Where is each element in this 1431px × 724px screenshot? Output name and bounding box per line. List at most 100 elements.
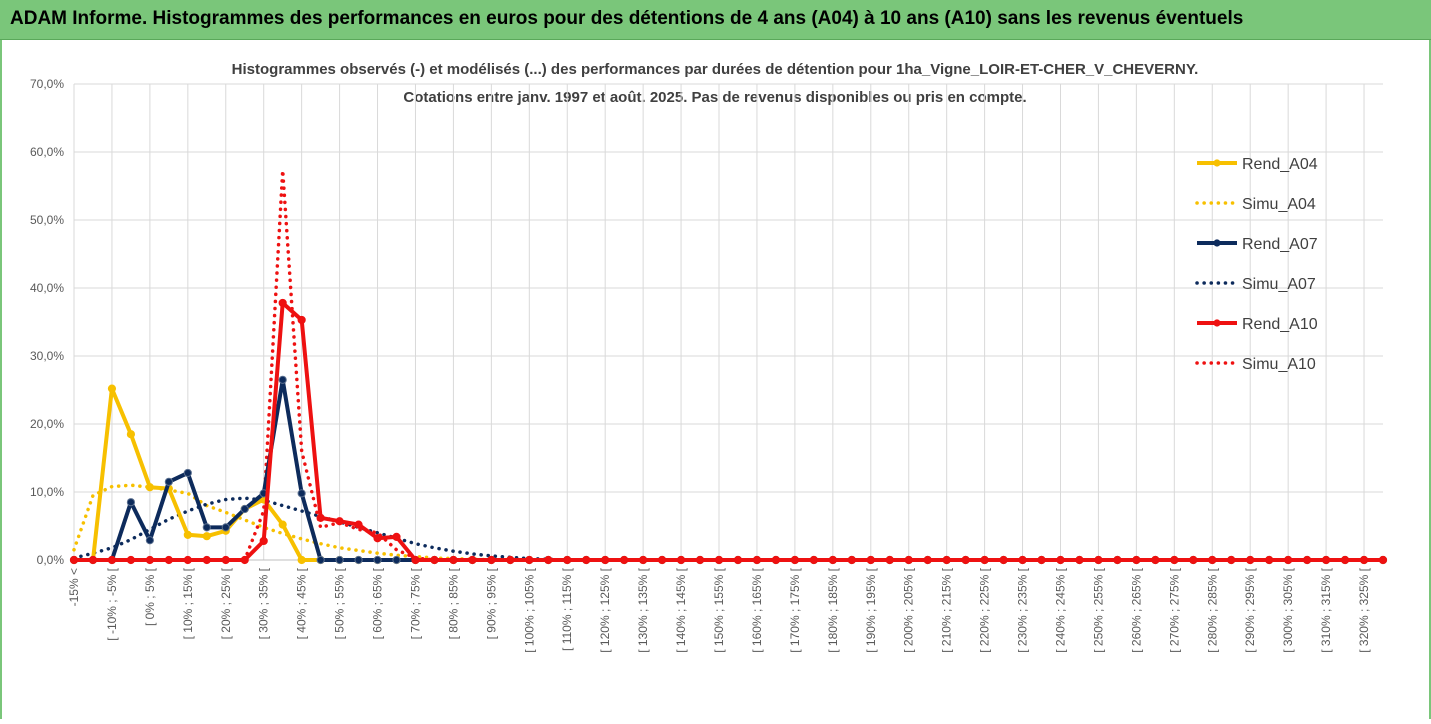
data-point-rend-a10 — [923, 555, 932, 565]
report-title: ADAM Informe. Histogrammes des performan… — [10, 8, 1244, 29]
x-tick-label: [ 150% ; 155% [ — [712, 567, 726, 652]
y-tick-label: 30,0% — [30, 349, 64, 363]
x-tick-label: [ 30% ; 35% [ — [257, 567, 271, 639]
data-point-rend-a07 — [164, 477, 173, 486]
legend-label-simu-a10: Simu_A10 — [1242, 356, 1316, 373]
x-tick-label: [ -10% ; -5% [ — [105, 567, 119, 640]
data-point-rend-a10 — [69, 555, 79, 565]
x-tick-label: [ 130% ; 135% [ — [636, 567, 650, 652]
data-point-rend-a07 — [240, 504, 249, 514]
x-tick-label: [ 190% ; 195% [ — [864, 567, 878, 652]
data-point-rend-a10 — [126, 555, 136, 565]
data-point-rend-a07 — [316, 555, 325, 565]
data-point-rend-a10 — [790, 555, 799, 565]
data-point-rend-a10 — [752, 555, 762, 565]
data-point-rend-a10 — [1189, 555, 1198, 565]
report-banner: ADAM Informe. Histogrammes des performan… — [0, 0, 1431, 40]
data-point-rend-a10 — [1113, 555, 1122, 565]
grid — [73, 83, 1383, 561]
data-point-rend-a10 — [1094, 555, 1103, 565]
data-point-rend-a10 — [1378, 555, 1388, 565]
legend-marker-rend-a10 — [1213, 319, 1221, 327]
data-point-rend-a10 — [695, 555, 705, 565]
x-tick-label: [ 200% ; 205% [ — [902, 567, 916, 652]
data-point-rend-a10 — [88, 555, 98, 565]
data-point-rend-a10 — [1246, 555, 1255, 565]
legend-label-rend-a04: Rend_A04 — [1242, 156, 1318, 173]
legend-marker-rend-a07 — [1213, 239, 1221, 247]
x-tick-label: [ 310% ; 315% [ — [1319, 567, 1333, 652]
data-point-rend-a10 — [620, 555, 629, 565]
x-tick-label: [ 20% ; 25% [ — [219, 567, 233, 639]
x-tick-label: [ 280% ; 285% [ — [1205, 567, 1219, 652]
y-tick-label: 50,0% — [30, 213, 64, 227]
series-line-simu-a10 — [72, 168, 1385, 562]
data-point-rend-a10 — [202, 555, 211, 565]
data-point-rend-a04 — [278, 520, 287, 529]
data-point-rend-a04 — [202, 532, 211, 541]
x-tick-label: [ 10% ; 15% [ — [181, 567, 195, 639]
legend-label-simu-a07: Simu_A07 — [1242, 276, 1316, 293]
data-point-rend-a10 — [1265, 555, 1274, 565]
data-point-rend-a10 — [411, 555, 420, 565]
data-point-rend-a10 — [1284, 555, 1293, 565]
legend-marker-rend-a04 — [1213, 159, 1221, 167]
data-point-rend-a10 — [639, 555, 648, 565]
data-point-rend-a10 — [1340, 555, 1350, 565]
data-point-rend-a10 — [259, 536, 268, 546]
data-point-rend-a04 — [126, 430, 136, 439]
data-point-rend-a10 — [449, 555, 458, 565]
data-point-rend-a07 — [145, 536, 154, 545]
y-tick-label: 0,0% — [37, 553, 65, 567]
legend-label-rend-a07: Rend_A07 — [1242, 236, 1318, 253]
x-tick-label: [ 300% ; 305% [ — [1281, 567, 1295, 652]
x-tick-label: [ 40% ; 45% [ — [295, 567, 309, 639]
y-tick-label: 20,0% — [30, 417, 64, 431]
data-point-rend-a07 — [183, 468, 192, 478]
x-tick-label: [ 250% ; 255% [ — [1091, 567, 1105, 652]
x-tick-label: [ 0% ; 5% [ — [143, 567, 157, 626]
data-point-rend-a10 — [866, 555, 875, 565]
data-point-rend-a10 — [563, 555, 572, 565]
data-point-rend-a10 — [847, 555, 856, 565]
data-point-rend-a10 — [676, 555, 686, 565]
data-point-rend-a10 — [525, 555, 534, 565]
x-tick-label: [ 120% ; 125% [ — [598, 567, 612, 652]
data-point-rend-a10 — [980, 555, 989, 565]
data-point-rend-a10 — [335, 517, 344, 526]
data-point-rend-a10 — [1037, 555, 1046, 565]
legend-label-rend-a10: Rend_A10 — [1242, 316, 1318, 333]
data-point-rend-a07 — [221, 523, 230, 532]
data-point-rend-a04 — [107, 384, 117, 393]
series-line-simu-a04 — [72, 483, 1385, 562]
data-point-rend-a07 — [392, 555, 401, 565]
x-tick-label: [ 220% ; 225% [ — [978, 567, 992, 652]
y-axis: 0,0% 10,0% 20,0% 30,0% 40,0% 50,0% 60,0% 70,0% — [30, 77, 64, 567]
data-point-rend-a10 — [1208, 555, 1217, 565]
data-point-rend-a10 — [107, 555, 117, 565]
x-tick-label: [ 90% ; 95% [ — [484, 567, 498, 639]
data-point-rend-a10 — [1132, 555, 1141, 565]
data-point-rend-a10 — [809, 555, 818, 565]
x-tick-label: [ 260% ; 265% [ — [1129, 567, 1143, 652]
x-tick-label: [ 230% ; 235% [ — [1016, 567, 1030, 652]
data-point-rend-a10 — [1321, 555, 1331, 565]
data-point-rend-a10 — [1075, 555, 1084, 565]
series-layer — [69, 168, 1388, 565]
data-point-rend-a10 — [183, 555, 192, 565]
x-tick-label: -15% < — [67, 568, 81, 606]
data-point-rend-a10 — [885, 555, 894, 565]
data-point-rend-a10 — [733, 555, 743, 565]
x-tick-label: [ 60% ; 65% [ — [371, 567, 385, 639]
data-point-rend-a10 — [430, 555, 439, 565]
x-tick-label: [ 270% ; 275% [ — [1167, 567, 1181, 652]
legend-label-simu-a04: Simu_A04 — [1242, 196, 1316, 213]
data-point-rend-a07 — [335, 555, 344, 565]
data-point-rend-a10 — [1359, 555, 1369, 565]
data-point-rend-a07 — [354, 555, 363, 565]
x-tick-label: [ 80% ; 85% [ — [446, 567, 460, 639]
legend: Rend_A04 Simu_A04 Rend_A07 Simu_A07 Rend_A10… — [1195, 156, 1318, 373]
performance-histogram-chart: Histogrammes observés (-) et modélisés (… — [30, 61, 1388, 653]
data-point-rend-a10 — [1170, 555, 1179, 565]
data-point-rend-a10 — [392, 532, 401, 541]
